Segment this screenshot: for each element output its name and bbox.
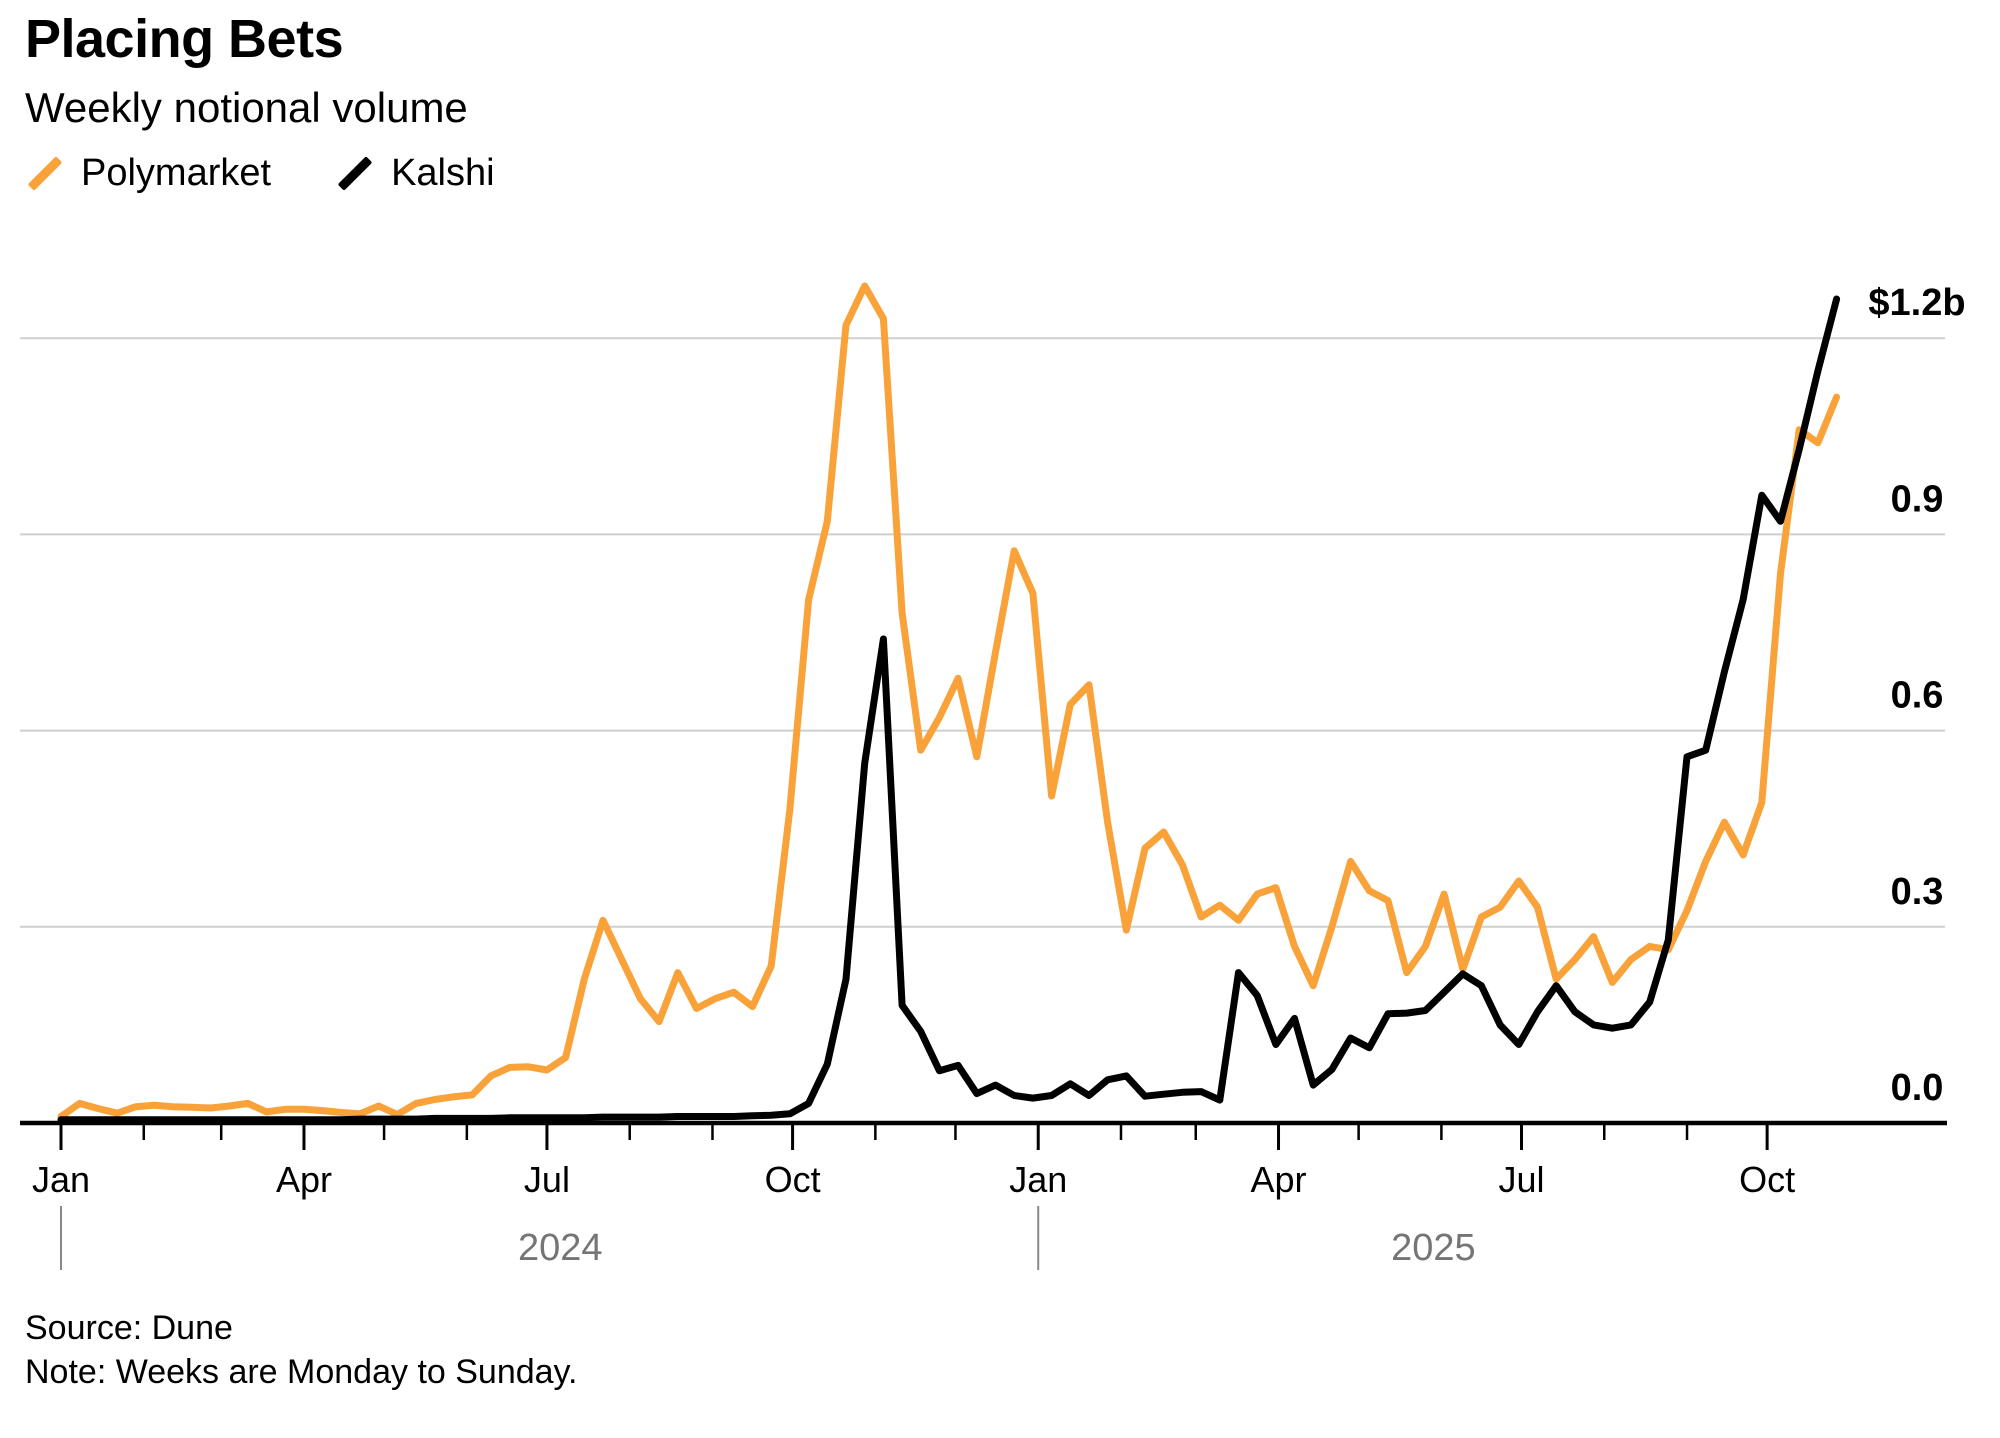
x-axis-label: Jul (524, 1159, 570, 1200)
y-axis-label: $1.2b (1868, 282, 1965, 324)
x-axis-label: Jan (32, 1159, 90, 1200)
methodology-note: Note: Weeks are Monday to Sunday. (25, 1353, 578, 1391)
series-kalshi-line (57, 295, 1841, 1124)
y-axis-label: 0.9 (1891, 478, 1944, 520)
x-axis-label: Apr (1251, 1159, 1307, 1200)
x-axis-label: Oct (1739, 1159, 1795, 1200)
source-note: Source: Dune (25, 1309, 233, 1347)
legend-item-polymarket: Polymarket (25, 152, 271, 195)
y-axis-label: 0.3 (1891, 871, 1944, 913)
chart-footer: Source: Dune Note: Weeks are Monday to S… (25, 1306, 577, 1394)
page-title: Placing Bets (25, 9, 344, 69)
legend: Polymarket Kalshi (25, 152, 495, 195)
y-axis-label: 0.0 (1891, 1067, 1944, 1109)
year-label: 2024 (518, 1227, 603, 1269)
legend-label-polymarket: Polymarket (81, 152, 272, 194)
legend-label-kalshi: Kalshi (391, 152, 495, 194)
page-subtitle: Weekly notional volume (25, 84, 468, 131)
y-axis-label: 0.6 (1891, 675, 1944, 717)
x-axis-label: Jan (1009, 1159, 1067, 1200)
x-axis-label: Jul (1498, 1159, 1544, 1200)
x-axis-label: Oct (765, 1159, 821, 1200)
year-label: 2025 (1391, 1227, 1476, 1269)
legend-item-kalshi: Kalshi (335, 152, 495, 195)
x-axis-label: Apr (276, 1159, 332, 1200)
series-polymarket-line (57, 282, 1841, 1120)
